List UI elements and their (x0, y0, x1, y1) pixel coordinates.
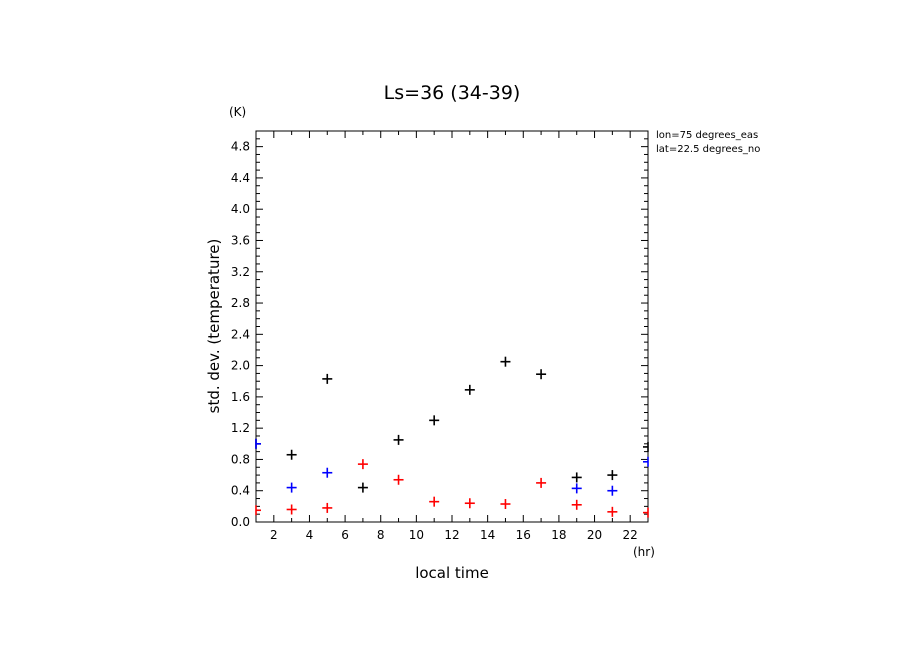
tick-labels: 2 4 6 8 10 12 14 16 18 20 22 0.0 0.4 0.8 1.2 1.6 2.0 2.4 2… (231, 140, 638, 542)
data-point (357, 459, 368, 470)
y-tick-label: 2.8 (231, 296, 250, 310)
x-axis-label: local time (415, 564, 489, 582)
data-point (500, 499, 511, 510)
y-unit-label: (K) (229, 105, 246, 119)
x-tick-label: 4 (306, 528, 314, 542)
data-markers (255, 356, 649, 518)
data-point (536, 477, 547, 488)
y-tick-label: 1.6 (231, 390, 250, 404)
data-point (464, 498, 475, 509)
data-point (322, 467, 333, 478)
data-point (607, 470, 618, 481)
data-point (643, 507, 649, 518)
x-tick-label: 16 (516, 528, 531, 542)
plot-frame (255, 130, 649, 523)
data-point (393, 434, 404, 445)
x-unit-label: (hr) (633, 545, 655, 559)
y-tick-label: 0.8 (231, 452, 250, 466)
x-tick-label: 8 (377, 528, 385, 542)
annotation-lon: lon=75 degrees_eas (656, 130, 758, 141)
y-tick-label: 3.2 (231, 265, 250, 279)
y-tick-label: 2.4 (231, 327, 250, 341)
data-point (286, 449, 297, 460)
y-tick-label: 4.8 (231, 140, 250, 154)
y-tick-label: 0.0 (231, 515, 250, 529)
y-tick-label: 4.4 (231, 171, 250, 185)
data-point (286, 504, 297, 515)
data-point (500, 356, 511, 367)
x-tick-label: 12 (444, 528, 459, 542)
x-tick-label: 6 (341, 528, 349, 542)
data-point (607, 506, 618, 517)
data-point (643, 441, 649, 452)
data-point (286, 482, 297, 493)
data-point (322, 373, 333, 384)
x-tick-label: 2 (270, 528, 278, 542)
x-tick-label: 18 (551, 528, 566, 542)
x-tick-label: 22 (623, 528, 638, 542)
y-tick-label: 2.0 (231, 359, 250, 373)
data-point (255, 505, 261, 516)
annotation-lat: lat=22.5 degrees_no (656, 144, 760, 155)
y-axis-label: std. dev. (temperature) (205, 239, 223, 414)
x-tick-label: 20 (587, 528, 602, 542)
data-point (536, 369, 547, 380)
data-point (571, 472, 582, 483)
data-point (571, 499, 582, 510)
axis-ticks (255, 130, 649, 523)
y-tick-label: 1.2 (231, 421, 250, 435)
y-tick-label: 3.6 (231, 233, 250, 247)
y-tick-label: 0.4 (231, 484, 250, 498)
data-point (607, 485, 618, 496)
data-point (464, 384, 475, 395)
x-tick-label: 14 (480, 528, 495, 542)
data-point (255, 438, 261, 449)
data-point (643, 456, 649, 467)
data-point (429, 415, 440, 426)
y-tick-label: 4.0 (231, 202, 250, 216)
chart-title: Ls=36 (34-39) (384, 82, 521, 104)
data-point (571, 483, 582, 494)
data-point (393, 474, 404, 485)
data-point (429, 496, 440, 507)
data-point (357, 482, 368, 493)
data-point (322, 502, 333, 513)
x-tick-label: 10 (409, 528, 424, 542)
